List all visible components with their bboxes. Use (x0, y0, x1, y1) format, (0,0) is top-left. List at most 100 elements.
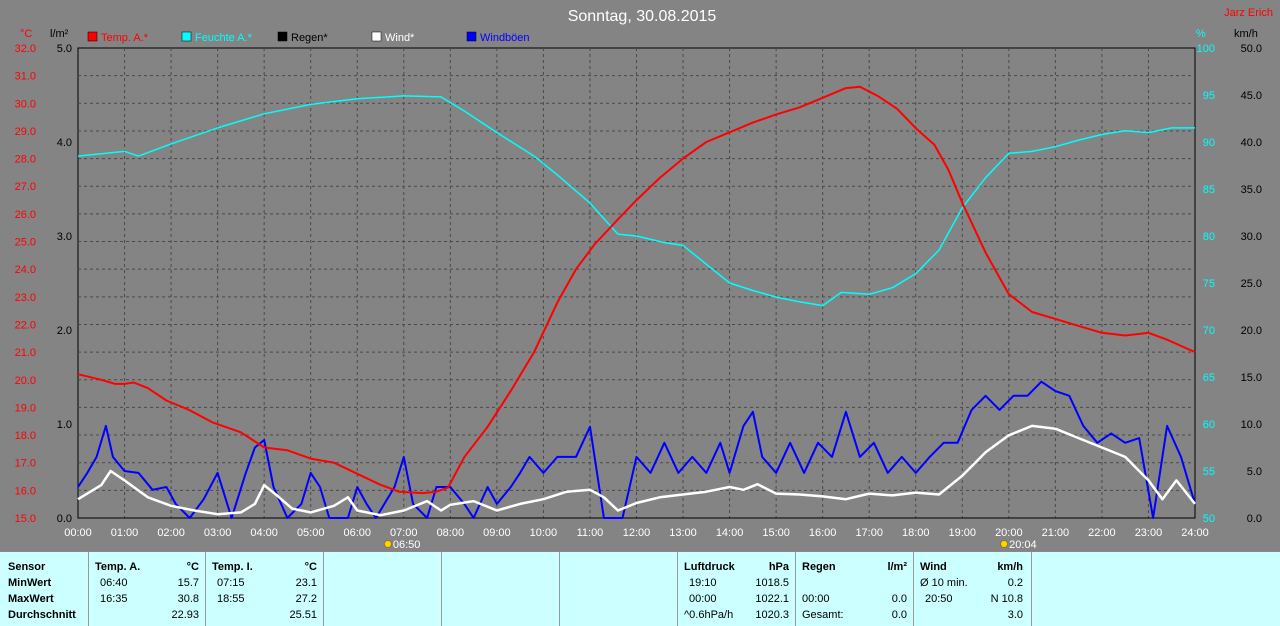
temp-a-min-time: 06:40 (100, 577, 128, 589)
x-tick-label: 08:00 (437, 527, 465, 539)
wind-tick-label: 25.0 (1241, 278, 1262, 290)
temp-i-avg-value: 25.51 (289, 609, 317, 621)
temp-tick-label: 21.0 (15, 347, 36, 359)
sunrise-time-label: 06:50 (393, 539, 421, 551)
x-tick-label: 20:00 (995, 527, 1023, 539)
x-tick-label: 16:00 (809, 527, 837, 539)
humidity-tick-label: 65 (1203, 372, 1215, 384)
temp-tick-label: 31.0 (15, 71, 36, 83)
humidity-axis-unit: % (1196, 28, 1206, 40)
rain-tick-label: 2.0 (57, 325, 72, 337)
x-tick-label: 11:00 (577, 527, 604, 539)
x-tick-label: 10:00 (530, 527, 558, 539)
x-tick-label: 22:00 (1088, 527, 1116, 539)
weather-chart: Sonntag, 30.08.2015 Jarz Erich °C l/m² %… (15, 7, 1273, 551)
humidity-tick-label: 90 (1203, 137, 1215, 149)
wind-tick-label: 15.0 (1241, 372, 1262, 384)
temp-i-min-time: 07:15 (217, 577, 245, 589)
wind-axis-unit: km/h (1234, 28, 1258, 40)
temp-i-max-value: 27.2 (295, 593, 317, 605)
humidity-tick-label: 55 (1203, 466, 1215, 478)
temp-tick-label: 19.0 (15, 402, 36, 414)
author-label: Jarz Erich (1224, 7, 1273, 19)
x-tick-label: 05:00 (297, 527, 325, 539)
legend-label-wind: Wind* (385, 32, 415, 44)
x-tick-label: 21:00 (1042, 527, 1070, 539)
x-tick-label: 12:00 (623, 527, 651, 539)
x-tick-label: 18:00 (902, 527, 930, 539)
temp-tick-label: 32.0 (15, 43, 36, 55)
wind-tick-label: 5.0 (1247, 466, 1262, 478)
rain-tick-label: 4.0 (57, 137, 72, 149)
wind-tick-label: 0.0 (1247, 513, 1262, 525)
temp-axis-unit: °C (20, 28, 32, 40)
col-empty-3 (560, 552, 678, 626)
humidity-tick-label: 60 (1203, 419, 1215, 431)
temp-tick-label: 28.0 (15, 154, 36, 166)
wind-tick-label: 45.0 (1241, 90, 1262, 102)
pressure-header: Luftdruck (684, 561, 735, 573)
humidity-tick-label: 50 (1203, 513, 1215, 525)
humidity-line (77, 95, 1195, 307)
x-tick-label: 15:00 (762, 527, 790, 539)
sunset-icon (1000, 540, 1008, 548)
temp-tick-label: 17.0 (15, 458, 36, 470)
rain-axis-unit: l/m² (50, 28, 69, 40)
humidity-tick-label: 70 (1203, 325, 1215, 337)
wind-tick-label: 50.0 (1241, 43, 1262, 55)
temperature-line (77, 85, 1196, 495)
sunset-time-label: 20:04 (1009, 539, 1037, 551)
wind-tick-label: 20.0 (1241, 325, 1262, 337)
legend-label-gusts: Windböen (480, 32, 530, 44)
rain-tick-label: 0.0 (57, 513, 72, 525)
legend-swatch-wind (371, 31, 382, 42)
gust-line (77, 380, 1196, 519)
temp-tick-label: 24.0 (15, 264, 36, 276)
row-label-max: MaxWert (8, 593, 54, 605)
legend-swatch-gusts (466, 31, 477, 42)
wind-tick-label: 30.0 (1241, 231, 1262, 243)
rain-max-time: 00:00 (802, 593, 830, 605)
x-tick-label: 13:00 (669, 527, 697, 539)
x-tick-label: 01:00 (111, 527, 139, 539)
x-tick-label: 06:00 (343, 527, 371, 539)
temp-a-min-value: 15.7 (177, 577, 199, 589)
x-tick-label: 23:00 (1135, 527, 1163, 539)
legend-label-humidity: Feuchte A.* (195, 32, 253, 44)
x-tick-label: 17:00 (855, 527, 883, 539)
sunrise-icon (384, 540, 392, 548)
x-tick-label: 02:00 (157, 527, 185, 539)
rain-header: Regen (802, 561, 836, 573)
chart-title: Sonntag, 30.08.2015 (568, 8, 717, 25)
temp-i-max-time: 18:55 (217, 593, 245, 605)
x-tick-label: 00:00 (64, 527, 92, 539)
rain-total-label: Gesamt: (802, 609, 844, 621)
pressure-max-value: 1022.1 (755, 593, 789, 605)
x-tick-label: 03:00 (204, 527, 232, 539)
temp-tick-label: 29.0 (15, 126, 36, 138)
col-temp-a: Temp. A. °C 06:40 15.7 16:35 30.8 22.93 (89, 552, 206, 626)
col-empty-2 (442, 552, 560, 626)
temp-a-max-value: 30.8 (177, 593, 199, 605)
humidity-tick-label: 80 (1203, 231, 1215, 243)
sensor-header: Sensor (8, 561, 46, 573)
wind-tick-label: 10.0 (1241, 419, 1262, 431)
col-empty-1 (324, 552, 442, 626)
wind-header: Wind (920, 561, 947, 573)
pressure-trend-label: ^0.6hPa/h (684, 609, 734, 621)
temp-tick-label: 15.0 (15, 513, 36, 525)
temp-tick-label: 30.0 (15, 98, 36, 110)
temp-a-header: Temp. A. (95, 561, 141, 573)
rain-tick-label: 1.0 (57, 419, 72, 431)
legend-swatch-humidity (181, 31, 192, 42)
legend-swatch-rain (277, 31, 288, 42)
col-wind: Wind km/h Ø 10 min. 0.2 20:50 N 10.8 3.0 (914, 552, 1032, 626)
x-tick-label: 24:00 (1181, 527, 1209, 539)
temp-a-unit: °C (186, 561, 199, 573)
wind-10min-value: 0.2 (1007, 577, 1023, 589)
col-pressure: Luftdruck hPa 19:10 1018.5 00:00 1022.1 … (678, 552, 796, 626)
rain-max-value: 0.0 (891, 593, 907, 605)
pressure-min-value: 1018.5 (755, 577, 789, 589)
temp-tick-label: 18.0 (15, 430, 36, 442)
rain-unit: l/m² (887, 561, 907, 573)
